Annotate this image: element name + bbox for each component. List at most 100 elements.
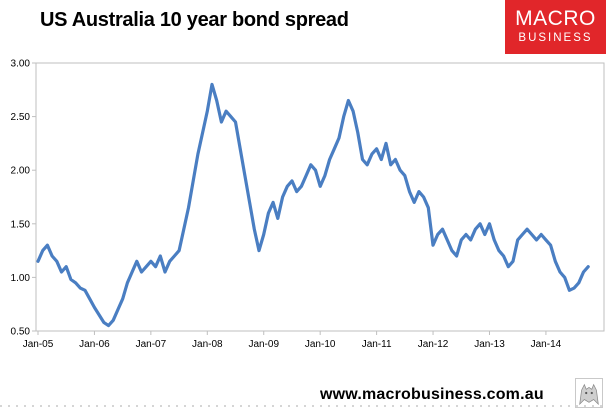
data-point [389,163,392,166]
data-point [276,217,279,220]
data-point [41,249,44,252]
data-point [427,206,430,209]
data-point [97,313,101,317]
data-point [65,265,68,268]
data-point [563,276,566,279]
data-point [460,238,463,242]
data-point [50,254,54,258]
data-point [46,244,49,247]
data-point [281,195,284,199]
x-tick-label: Jan-09 [248,339,279,350]
data-point [140,270,143,274]
data-point [370,152,374,156]
data-point [384,142,388,145]
data-point [333,147,336,150]
x-tick-label: Jan-10 [305,339,336,350]
macrobusiness-logo[interactable]: MACRO BUSINESS [505,0,606,54]
x-tick-label: Jan-12 [418,339,449,350]
data-point [121,297,124,300]
data-point [154,265,157,268]
y-tick-label: 2.00 [11,166,31,177]
x-tick-label: Jan-08 [192,339,223,350]
wolf-icon [575,378,603,408]
data-point [36,260,40,263]
data-point [530,233,533,236]
data-point [201,131,204,134]
data-point [525,228,529,231]
data-point [493,238,496,242]
data-point [366,163,369,166]
data-point [441,228,444,231]
data-point [224,110,228,113]
data-point [568,289,571,292]
data-point [271,201,275,204]
data-point [403,174,406,177]
data-point [540,233,543,236]
x-tick-label: Jan-14 [531,339,562,350]
data-point [511,260,515,263]
data-point [483,233,486,236]
data-point [422,195,425,199]
data-point [342,115,345,118]
data-point [413,201,416,204]
data-point [314,169,317,172]
data-point [502,254,505,258]
data-point [535,238,538,242]
y-tick-label: 1.00 [11,273,31,284]
data-point [196,152,200,156]
series-line-spread [36,82,590,328]
data-point [337,136,341,140]
data-point [149,260,153,263]
data-point [328,158,331,161]
data-point [455,254,458,258]
data-point [182,228,185,231]
y-tick-label: 3.00 [11,59,31,70]
data-point [497,249,501,252]
logo-line-1: MACRO [515,7,596,30]
y-tick-label: 0.50 [11,327,31,338]
data-point [375,147,378,150]
data-point [192,179,195,183]
data-point [351,110,355,113]
data-point [145,265,148,268]
data-point [469,238,472,242]
data-point [74,281,77,284]
data-point [394,158,397,161]
data-point [239,147,242,150]
data-point [488,222,491,225]
data-point [135,260,138,263]
footer-url[interactable]: www.macrobusiness.com.au [320,386,544,403]
data-point [159,254,162,258]
data-point [478,222,482,225]
data-point [173,254,176,258]
data-point [55,260,58,263]
data-point [187,206,190,209]
data-point [446,238,449,242]
data-point [361,158,364,161]
data-point [474,228,477,231]
logo-line-2: BUSINESS [518,32,593,44]
data-point [544,238,548,242]
data-point [587,265,590,268]
data-point [300,185,303,188]
data-point [248,201,251,204]
data-point [83,289,87,292]
x-tick-label: Jan-11 [362,339,392,350]
bottom-dotted-border [0,405,606,407]
chart-title: US Australia 10 year bond spread [40,9,349,31]
data-point [323,174,327,177]
data-point [356,131,359,134]
data-point [163,270,167,274]
data-point [177,249,181,252]
data-point [572,286,576,290]
data-point [267,211,270,215]
data-point [309,163,312,166]
data-point [431,244,435,247]
data-point [549,244,552,247]
x-tick-label: Jan-05 [23,339,54,350]
data-point [319,185,322,188]
data-point [408,190,411,193]
data-point [93,306,96,309]
data-point [577,281,580,284]
data-point [215,99,218,102]
